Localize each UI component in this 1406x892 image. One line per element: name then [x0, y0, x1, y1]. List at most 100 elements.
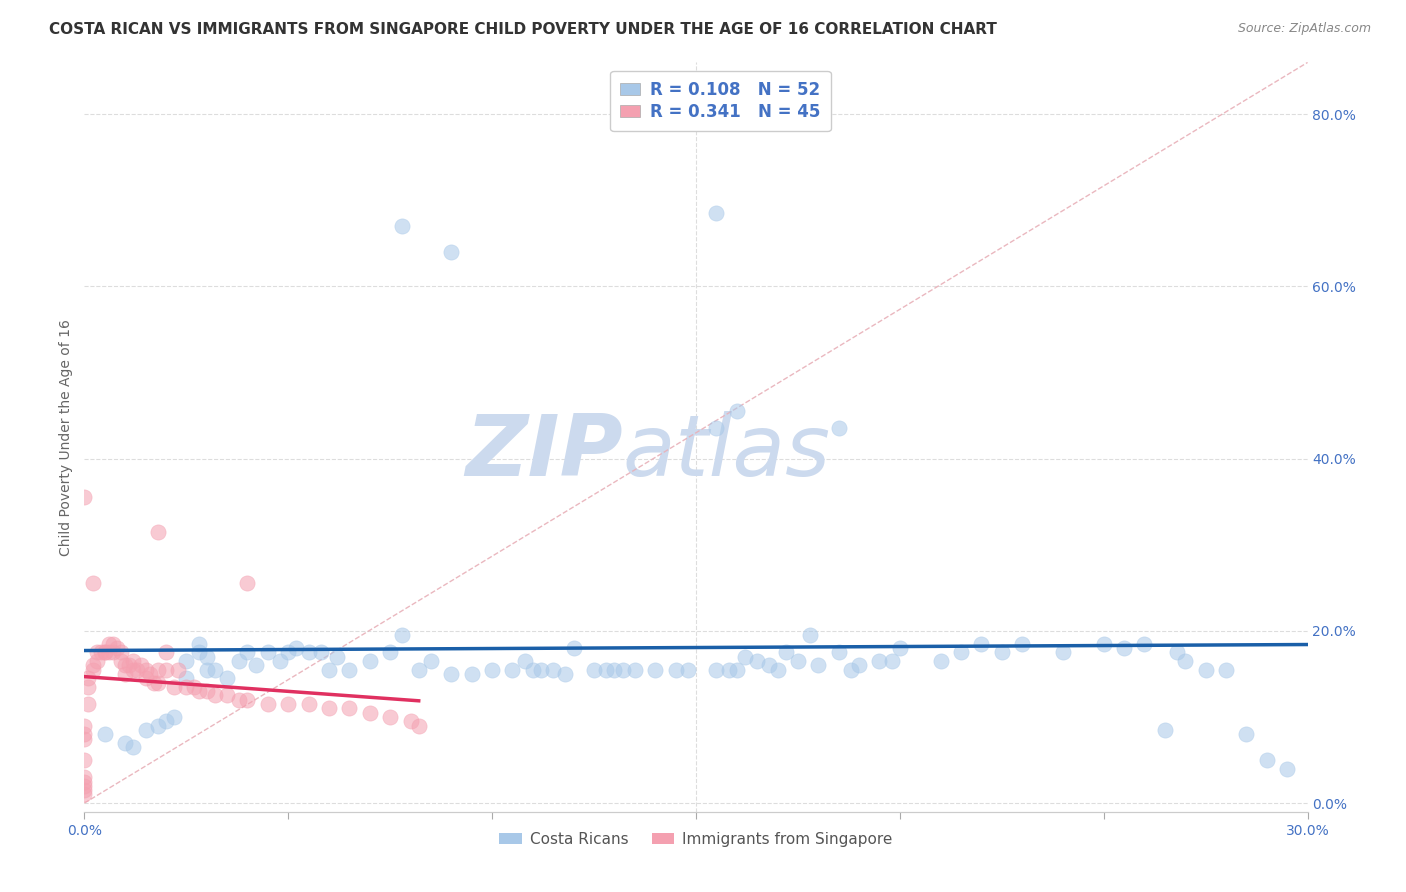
Point: [706, 206, 728, 220]
Point: [543, 663, 565, 677]
Point: [1133, 637, 1156, 651]
Point: [257, 645, 280, 659]
Point: [86, 645, 108, 659]
Point: [1011, 637, 1033, 651]
Point: [929, 654, 952, 668]
Point: [807, 658, 830, 673]
Point: [339, 663, 361, 677]
Point: [880, 654, 903, 668]
Y-axis label: Child Poverty Under the Age of 16: Child Poverty Under the Age of 16: [59, 318, 73, 556]
Point: [90, 645, 112, 659]
Point: [440, 667, 463, 681]
Point: [1052, 645, 1074, 659]
Point: [73, 779, 96, 793]
Point: [408, 718, 430, 732]
Point: [135, 663, 157, 677]
Point: [950, 645, 973, 659]
Point: [706, 421, 728, 435]
Point: [217, 671, 239, 685]
Point: [183, 680, 205, 694]
Point: [624, 663, 647, 677]
Point: [73, 727, 96, 741]
Point: [554, 667, 576, 681]
Point: [848, 658, 870, 673]
Point: [717, 663, 740, 677]
Point: [758, 658, 780, 673]
Point: [603, 663, 626, 677]
Point: [77, 697, 100, 711]
Point: [187, 645, 209, 659]
Point: [127, 663, 149, 677]
Point: [187, 684, 209, 698]
Point: [420, 654, 443, 668]
Point: [174, 671, 197, 685]
Point: [1174, 654, 1197, 668]
Point: [339, 701, 361, 715]
Point: [93, 727, 115, 741]
Point: [118, 658, 141, 673]
Point: [135, 723, 157, 737]
Point: [163, 710, 186, 724]
Point: [799, 628, 821, 642]
Point: [391, 628, 413, 642]
Point: [236, 645, 259, 659]
Point: [522, 663, 544, 677]
Point: [204, 663, 226, 677]
Point: [359, 706, 381, 720]
Point: [991, 645, 1014, 659]
Text: ZIP: ZIP: [465, 410, 623, 493]
Point: [318, 663, 340, 677]
Point: [277, 645, 299, 659]
Point: [1114, 641, 1136, 656]
Point: [82, 663, 104, 677]
Point: [595, 663, 617, 677]
Point: [146, 718, 169, 732]
Point: [408, 663, 430, 677]
Point: [775, 645, 797, 659]
Point: [676, 663, 699, 677]
Point: [77, 680, 100, 694]
Point: [583, 663, 606, 677]
Point: [195, 649, 218, 664]
Point: [77, 671, 100, 685]
Point: [1195, 663, 1218, 677]
Point: [970, 637, 993, 651]
Point: [155, 645, 177, 659]
Point: [562, 641, 585, 656]
Point: [725, 404, 748, 418]
Point: [73, 491, 96, 505]
Point: [530, 663, 553, 677]
Point: [217, 689, 239, 703]
Point: [174, 654, 197, 668]
Point: [82, 576, 104, 591]
Point: [285, 641, 308, 656]
Point: [481, 663, 503, 677]
Point: [440, 244, 463, 259]
Point: [73, 753, 96, 767]
Point: [298, 645, 321, 659]
Point: [163, 680, 186, 694]
Point: [155, 714, 177, 729]
Point: [73, 774, 96, 789]
Point: [787, 654, 810, 668]
Point: [73, 770, 96, 784]
Point: [1236, 727, 1258, 741]
Point: [269, 654, 291, 668]
Point: [135, 671, 157, 685]
Point: [399, 714, 422, 729]
Point: [146, 663, 169, 677]
Point: [73, 718, 96, 732]
Point: [318, 701, 340, 715]
Point: [502, 663, 524, 677]
Point: [97, 645, 120, 659]
Point: [828, 421, 851, 435]
Point: [142, 675, 165, 690]
Point: [839, 663, 862, 677]
Point: [245, 658, 267, 673]
Point: [725, 663, 748, 677]
Point: [828, 645, 851, 659]
Point: [359, 654, 381, 668]
Point: [228, 654, 250, 668]
Point: [665, 663, 688, 677]
Point: [122, 663, 145, 677]
